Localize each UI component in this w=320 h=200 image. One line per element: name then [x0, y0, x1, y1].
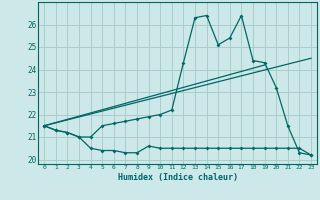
X-axis label: Humidex (Indice chaleur): Humidex (Indice chaleur): [118, 173, 238, 182]
